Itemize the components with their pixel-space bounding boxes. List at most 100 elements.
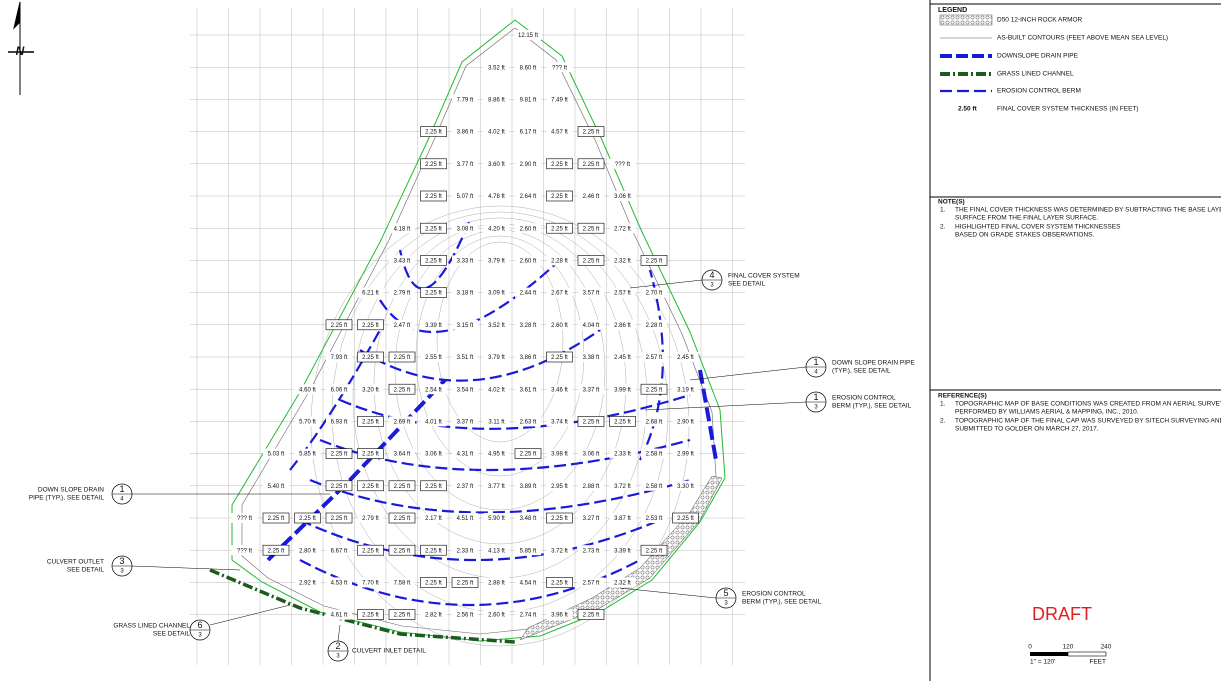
- thickness-label: 7.58 ft: [394, 580, 411, 586]
- highlighted-thickness-box: [672, 512, 699, 524]
- thickness-label: 3.06 ft: [583, 452, 600, 458]
- legend-label: AS-BUILT CONTOURS (FEET ABOVE MEAN SEA L…: [997, 35, 1168, 42]
- thickness-label: 3.19 ft: [677, 387, 694, 393]
- label-bg: [609, 223, 636, 234]
- highlighted-thickness-box: [420, 158, 447, 170]
- thickness-label: 2.25 ft: [457, 580, 474, 586]
- thickness-label: 3.48 ft: [520, 516, 537, 522]
- label-bg: [515, 545, 541, 556]
- thickness-label: 3.30 ft: [677, 484, 694, 490]
- callout-text: DOWN SLOPE DRAIN: [38, 487, 104, 494]
- erosion-control-berm: [359, 329, 601, 382]
- label-bg: [483, 352, 510, 362]
- thickness-label: 2.25 ft: [362, 355, 379, 361]
- label-bg: [389, 287, 415, 298]
- thickness-label: 2.25 ft: [646, 387, 663, 393]
- thickness-label: 2.33 ft: [614, 452, 631, 458]
- thickness-label: 2.25 ft: [551, 162, 568, 168]
- thickness-label: 2.68 ft: [646, 419, 663, 425]
- label-bg: [641, 448, 667, 459]
- label-bg: [357, 384, 384, 395]
- label-bg: [326, 416, 352, 427]
- thickness-label: 7.70 ft: [362, 580, 379, 586]
- thickness-label: 3.79 ft: [488, 258, 505, 264]
- label-bg: [483, 94, 510, 105]
- thickness-label: 2.90 ft: [677, 419, 694, 425]
- highlighted-thickness-box: [577, 416, 605, 427]
- callout-text: EROSION CONTROL: [742, 591, 806, 598]
- label-bg: [420, 352, 447, 362]
- label-bg: [609, 513, 636, 523]
- thickness-label: 5.07 ft: [457, 194, 474, 200]
- label-bg: [452, 255, 478, 266]
- grass-lined-channel: [209, 568, 516, 644]
- thickness-label: 2.60 ft: [551, 323, 568, 329]
- thickness-label: 3.72 ft: [614, 484, 631, 490]
- label-bg: [483, 513, 510, 523]
- callout-text: PIPE (TYP.), SEE DETAIL: [29, 495, 105, 502]
- highlighted-thickness-box: [357, 480, 384, 492]
- thickness-label: 2.25 ft: [583, 162, 600, 168]
- highlighted-thickness-box: [577, 222, 605, 234]
- label-bg: [546, 94, 573, 105]
- label-bg: [641, 287, 667, 298]
- label-bg: [609, 158, 636, 169]
- label-bg: [641, 480, 667, 491]
- label-bg: [515, 416, 541, 427]
- thickness-label: 4.57 ft: [551, 130, 568, 136]
- thickness-label: 2.57 ft: [583, 580, 600, 586]
- thickness-label: 2.60 ft: [488, 613, 505, 619]
- thickness-label: 12.15 ft: [518, 33, 538, 39]
- callout-text: GRASS LINED CHANNEL: [113, 623, 190, 630]
- label-bg: [326, 545, 352, 556]
- thickness-label: 2.25 ft: [425, 548, 442, 554]
- label-bg: [578, 384, 604, 395]
- thickness-label: 3.98 ft: [551, 452, 568, 458]
- highlighted-thickness-box: [388, 544, 416, 556]
- highlighted-thickness-box: [420, 577, 447, 588]
- label-bg: [546, 255, 573, 266]
- leader-line: [209, 604, 291, 626]
- item-text: THE FINAL COVER THICKNESS WAS DETERMINED…: [955, 207, 1221, 214]
- thickness-label: 2.45 ft: [677, 355, 694, 361]
- thickness-label: 3.39 ft: [425, 323, 442, 329]
- thickness-label: ??? ft: [237, 548, 252, 554]
- label-bg: [452, 513, 478, 523]
- legend-label: GRASS LINED CHANNEL: [997, 71, 1074, 78]
- leader-line: [629, 279, 703, 289]
- thickness-label: 3.46 ft: [551, 387, 568, 393]
- item-number: 1.: [940, 207, 946, 214]
- label-bg: [452, 480, 478, 491]
- thickness-label: 2.86 ft: [614, 323, 631, 329]
- thickness-label: 2.69 ft: [394, 419, 411, 425]
- highlighted-thickness-box: [546, 577, 573, 588]
- thickness-label: 2.56 ft: [457, 613, 474, 619]
- thickness-label: 3.20 ft: [362, 387, 379, 393]
- callout-number: 1: [813, 392, 818, 402]
- downslope-drain-pipe: [266, 378, 447, 562]
- label-bg: [389, 319, 415, 330]
- thickness-label: 4.18 ft: [394, 226, 411, 232]
- thickness-label: 3.52 ft: [488, 323, 505, 329]
- label-bg: [546, 545, 573, 556]
- thickness-label: 2.25 ft: [425, 226, 442, 232]
- label-bg: [578, 513, 604, 523]
- callout-text: (TYP.), SEE DETAIL: [832, 368, 891, 375]
- highlighted-thickness-box: [388, 512, 416, 524]
- label-bg: [672, 384, 699, 395]
- thickness-label: 3.57 ft: [583, 291, 600, 297]
- callout-sheet: 3: [814, 405, 818, 411]
- erosion-control-berm: [309, 478, 691, 514]
- leader-line: [644, 401, 807, 411]
- thickness-label: 2.58 ft: [646, 484, 663, 490]
- label-bg: [326, 384, 352, 395]
- section-title: REFERENCE(S): [938, 393, 987, 400]
- downslope-drain-pipe: [698, 369, 718, 461]
- callout-number: 2: [335, 641, 340, 651]
- label-bg: [231, 513, 258, 523]
- label-bg: [609, 191, 636, 201]
- label-bg: [515, 480, 541, 491]
- label-bg: [641, 352, 667, 362]
- legend-label: D50 12-INCH ROCK ARMOR: [997, 17, 1083, 24]
- label-bg: [609, 448, 636, 459]
